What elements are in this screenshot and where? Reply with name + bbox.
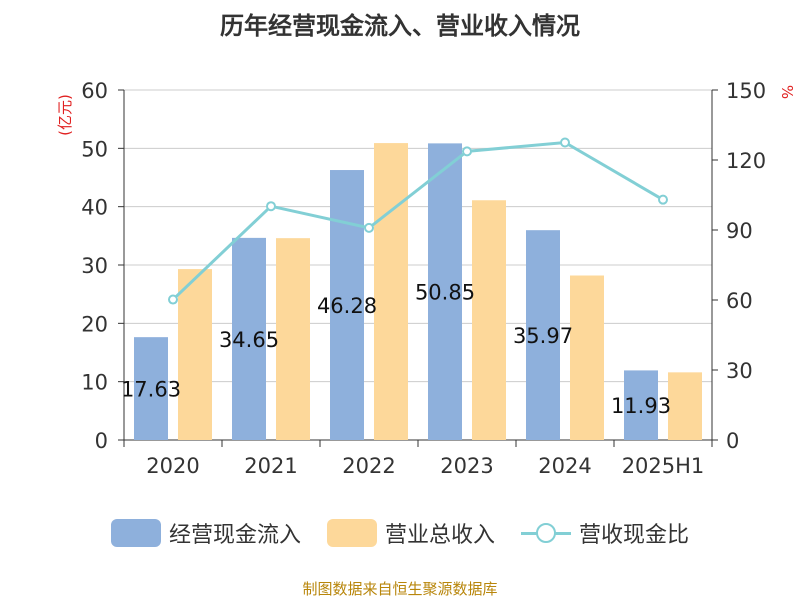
legend-item-cash-inflow[interactable]: 经营现金流入 [110,517,301,549]
data-label-cash-inflow: 46.28 [317,294,377,318]
legend-item-cash-ratio[interactable]: 营收现金比 [521,517,689,549]
data-label-cash-inflow: 34.65 [219,328,279,352]
bar-revenue [276,238,310,440]
right-axis-tick-label: 60 [726,289,753,313]
left-axis-tick-label: 30 [81,254,108,278]
bar-revenue [570,275,604,440]
data-label-cash-inflow: 50.85 [415,281,475,305]
legend-label-cash-ratio: 营收现金比 [579,523,690,548]
right-axis-tick-label: 120 [726,149,766,173]
left-axis-tick-label: 0 [95,429,108,453]
x-axis-tick-label: 2024 [538,454,591,478]
left-axis-tick-label: 40 [81,196,108,220]
x-axis-tick-label: 2023 [440,454,493,478]
data-label-cash-inflow: 35.97 [513,324,573,348]
right-axis-label: % [778,85,796,99]
bar-cash-inflow [330,170,364,441]
left-axis-tick-label: 50 [81,137,108,161]
left-axis-tick-label: 10 [81,371,108,395]
source-note: 制图数据来自恒生聚源数据库 [302,580,498,598]
point-cash-ratio [266,201,276,212]
x-axis-tick-label: 2022 [342,454,395,478]
left-axis-label: (亿元) [56,94,74,136]
point-cash-ratio [658,194,668,205]
bar-cash-inflow [624,370,658,440]
legend-swatch-cash-inflow [110,519,161,547]
right-axis-tick-label: 90 [726,219,753,243]
left-axis-tick-label: 20 [81,312,108,336]
bar-cash-inflow [134,337,168,440]
bar-revenue [178,269,212,440]
legend-swatch-revenue [326,519,377,547]
chart-title: 历年经营现金流入、营业收入情况 [220,12,580,40]
data-label-cash-inflow: 11.93 [611,394,671,418]
right-axis-tick-label: 0 [726,429,739,453]
x-axis-tick-label: 2020 [146,454,199,478]
bar-revenue [374,143,408,441]
bar-cash-inflow [526,230,560,440]
legend-label-revenue: 营业总收入 [384,523,495,548]
bar-cash-inflow [428,143,462,440]
point-cash-ratio [462,146,472,157]
right-axis-tick-label: 30 [726,359,753,383]
legend: 经营现金流入 营业总收入 营收现金比 [0,517,800,549]
legend-label-cash-inflow: 经营现金流入 [168,523,301,548]
bar-revenue [668,372,702,440]
bar-revenue [472,200,506,440]
point-cash-ratio [364,222,374,233]
left-axis-tick-label: 60 [81,79,108,103]
line-cash-ratio [171,140,664,301]
point-cash-ratio [168,294,178,305]
bar-cash-inflow [232,237,266,440]
x-axis-tick-label: 2021 [244,454,297,478]
point-cash-ratio [560,137,570,148]
data-label-cash-inflow: 17.63 [121,378,181,402]
x-axis-tick-label: 2025H1 [622,454,705,478]
legend-swatch-cash-ratio [521,519,571,547]
legend-item-revenue[interactable]: 营业总收入 [326,517,495,549]
right-axis-tick-label: 150 [726,79,766,103]
